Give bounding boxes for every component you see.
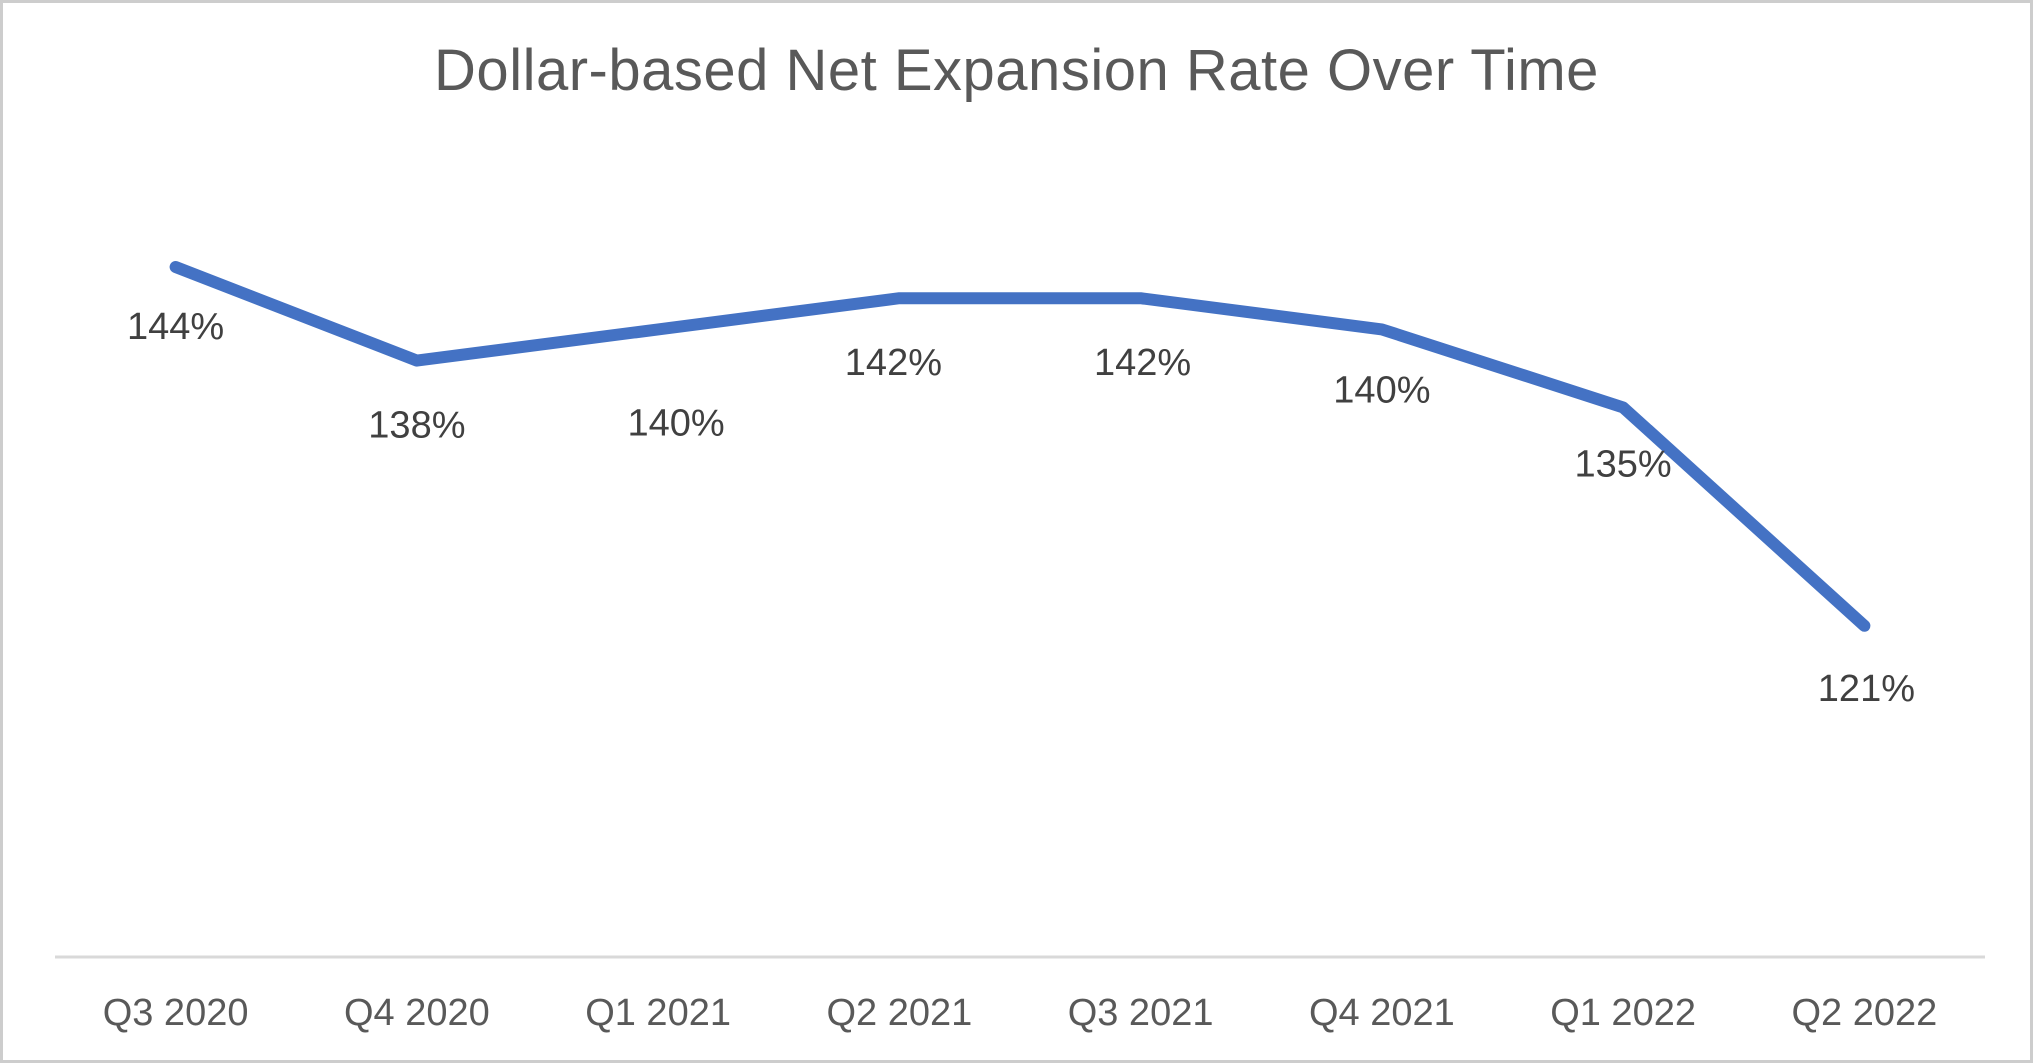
data-label: 144% [127, 306, 224, 348]
x-axis-tick-labels-group: Q3 2020 Q4 2020 Q1 2021 Q2 2021 Q3 2021 Q4 20… [103, 992, 1938, 1034]
data-labels-group: 144% 138% 140% 142% 142% 140% 135% 121% [127, 306, 1915, 710]
data-label: 135% [1574, 443, 1671, 485]
x-axis-tick-label: Q3 2020 [103, 992, 249, 1034]
data-label: 142% [845, 342, 942, 384]
data-label: 138% [368, 405, 465, 447]
x-axis-tick-label: Q4 2020 [344, 992, 490, 1034]
x-axis-tick-label: Q2 2022 [1792, 992, 1938, 1034]
x-axis-tick-label: Q2 2021 [827, 992, 973, 1034]
x-axis-tick-label: Q3 2021 [1068, 992, 1214, 1034]
chart-title: Dollar-based Net Expansion Rate Over Tim… [434, 38, 1599, 103]
x-axis-tick-label: Q4 2021 [1309, 992, 1455, 1034]
line-chart-svg: 144% 138% 140% 142% 142% 140% 135% 121% Q3 2020… [55, 261, 1985, 1034]
data-label: 140% [1333, 369, 1430, 411]
x-axis-tick-label: Q1 2022 [1550, 992, 1696, 1034]
data-label: 121% [1818, 668, 1915, 710]
data-label: 142% [1094, 342, 1191, 384]
series-line [169, 261, 1871, 632]
x-axis-tick-label: Q1 2021 [585, 992, 731, 1034]
data-label: 140% [627, 402, 724, 444]
